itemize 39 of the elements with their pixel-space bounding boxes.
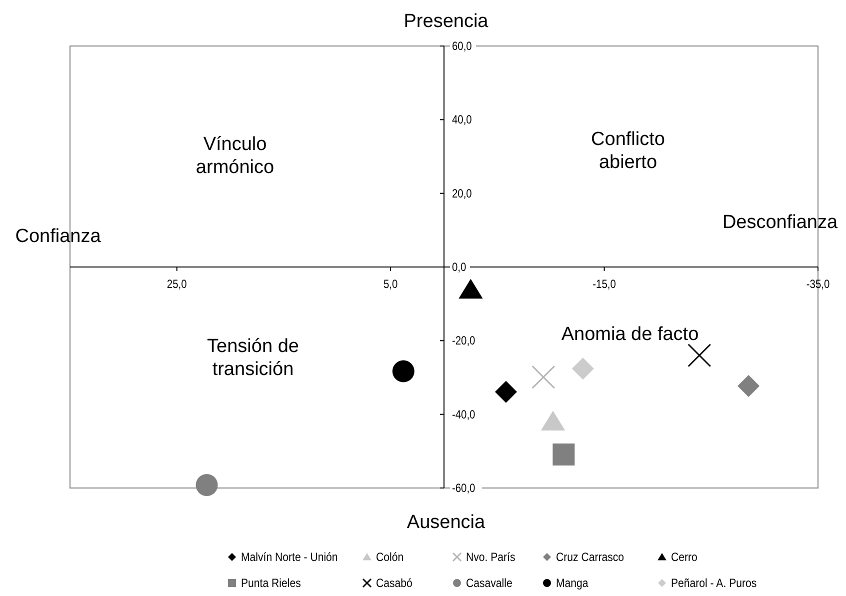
point (572, 358, 594, 380)
legend-label: Malvín Norte - Unión (241, 551, 338, 564)
point (688, 344, 712, 368)
y-tick-label: -20,0 (452, 334, 476, 348)
annotation: Confianza (15, 226, 102, 247)
point (552, 443, 575, 466)
annotation: Desconfianza (722, 212, 838, 233)
y-tick-label: 0,0 (452, 261, 466, 274)
annotation: Anomia de facto (561, 324, 699, 345)
annotation: Conflicto abierto (591, 129, 665, 173)
legend-label: Cerro (671, 551, 698, 564)
point (494, 380, 517, 403)
y-tick-label: -60,0 (452, 482, 476, 496)
legend-label: Nvo. París (466, 551, 516, 564)
point (532, 365, 556, 389)
legend-label: Cruz Carrasco (556, 551, 624, 564)
point (392, 360, 414, 382)
y-tick-label: 20,0 (452, 188, 472, 201)
annotation: Vínculo armónico (196, 134, 274, 178)
legend-label: Peñarol - A. Puros (671, 577, 757, 590)
legend-label: Manga (556, 577, 589, 590)
point (738, 374, 760, 397)
x-tick-label: -15,0 (592, 278, 616, 292)
point (458, 278, 483, 299)
y-tick-label: -40,0 (452, 408, 476, 422)
legend-label: Casavalle (466, 577, 512, 590)
point (540, 410, 566, 430)
legend-label: Punta Rieles (241, 577, 302, 590)
y-tick-label: 60,0 (452, 40, 472, 54)
x-tick-label: -35,0 (806, 278, 830, 292)
annotation: Tensión de transición (207, 336, 299, 380)
x-tick-label: 5,0 (383, 278, 398, 292)
legend-label: Casabó (376, 577, 412, 590)
text: Presencia (404, 11, 489, 32)
y-tick-label: 40,0 (452, 114, 472, 127)
text: Ausencia (406, 512, 486, 533)
x-tick-label: 25,0 (166, 278, 187, 292)
legend-label: Colón (376, 551, 404, 564)
point (196, 474, 218, 496)
